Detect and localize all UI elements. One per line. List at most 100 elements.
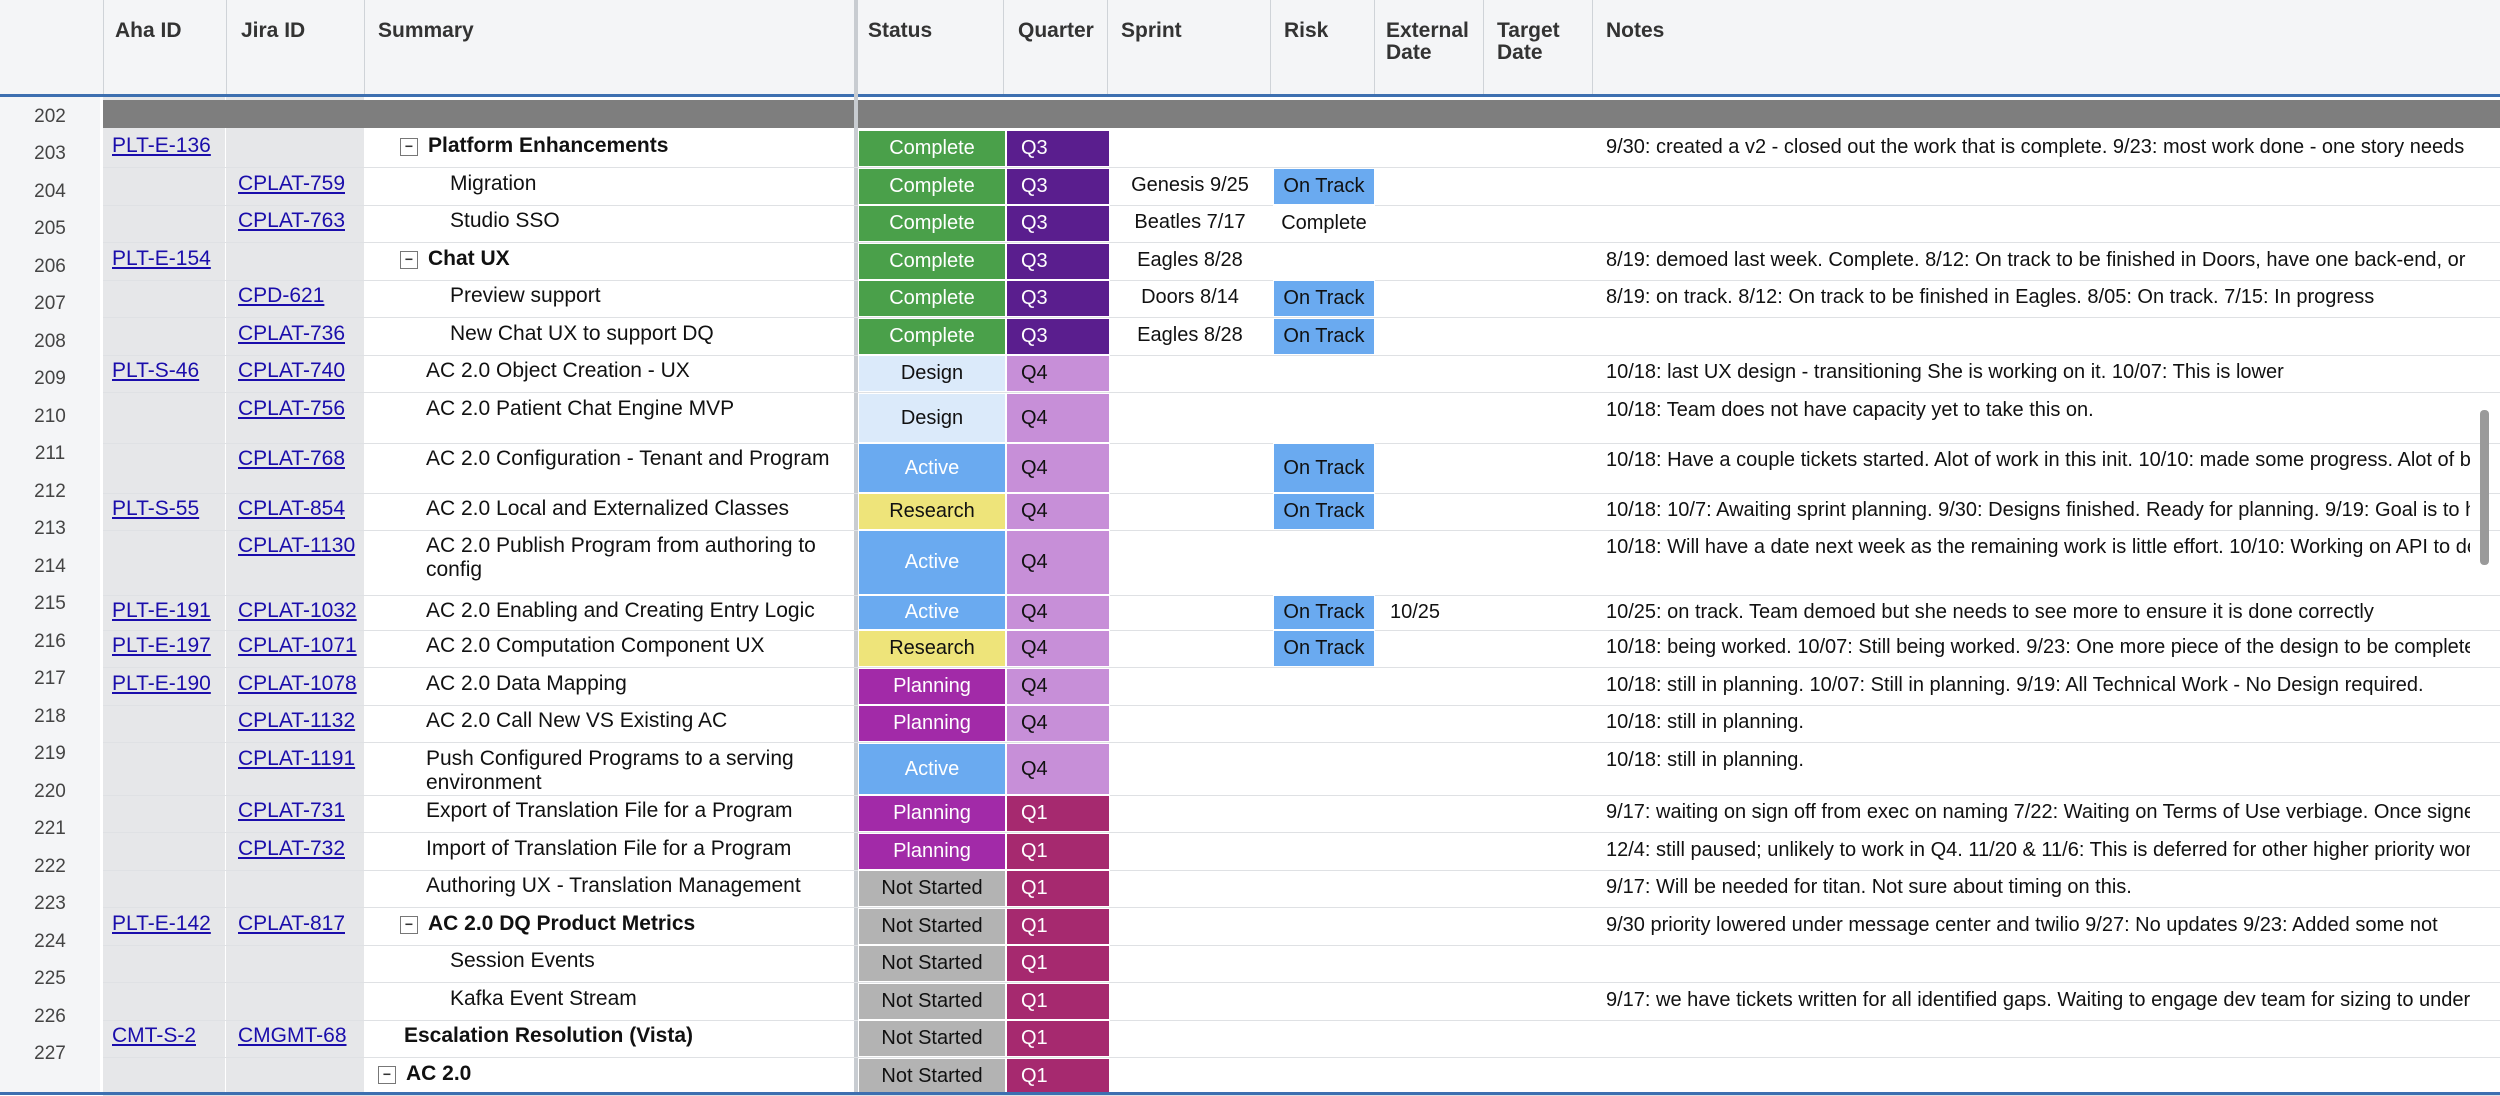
summary-cell[interactable]: Escalation Resolution (Vista) <box>404 1024 840 1057</box>
status-cell[interactable]: Planning <box>858 795 1006 832</box>
quarter-cell[interactable]: Q3 <box>1006 243 1110 280</box>
notes-cell[interactable]: 10/25: on track. Team demoed but she nee… <box>1606 601 2374 623</box>
col-header-jira-id[interactable]: Jira ID <box>241 19 306 42</box>
status-cell[interactable]: Complete <box>858 243 1006 280</box>
summary-cell[interactable]: Authoring UX - Translation Management <box>426 874 840 907</box>
row-number[interactable]: 218 <box>34 706 66 727</box>
quarter-cell[interactable]: Q3 <box>1006 318 1110 355</box>
status-cell[interactable]: Design <box>858 393 1006 443</box>
row-number[interactable]: 214 <box>34 556 66 577</box>
summary-cell[interactable]: AC 2.0 Data Mapping <box>426 672 840 705</box>
sprint-cell[interactable]: Genesis 9/25 <box>1131 174 1249 196</box>
notes-cell[interactable]: 10/18: still in planning. 10/07: Still i… <box>1606 674 2424 696</box>
col-header-external-date[interactable]: External Date <box>1386 19 1469 64</box>
collapse-toggle-icon[interactable]: − <box>400 916 418 934</box>
quarter-cell[interactable]: Q1 <box>1006 870 1110 907</box>
aha-id-link[interactable]: PLT-E-154 <box>112 247 211 270</box>
jira-id-link[interactable]: CPLAT-763 <box>238 209 345 232</box>
status-cell[interactable]: Not Started <box>858 945 1006 982</box>
risk-cell[interactable]: On Track <box>1273 493 1375 530</box>
jira-id-link[interactable]: CPLAT-1071 <box>238 634 357 657</box>
summary-cell[interactable]: − Platform Enhancements <box>400 134 840 167</box>
summary-cell[interactable]: Push Configured Programs to a serving en… <box>426 747 840 795</box>
row-number[interactable]: 210 <box>34 406 66 427</box>
quarter-cell[interactable]: Q1 <box>1006 1058 1110 1095</box>
summary-cell[interactable]: − AC 2.0 DQ Product Metrics <box>400 912 840 945</box>
status-cell[interactable]: Planning <box>858 833 1006 870</box>
row-number[interactable]: 208 <box>34 331 66 352</box>
col-header-notes[interactable]: Notes <box>1606 19 1665 42</box>
jira-id-link[interactable]: CPLAT-768 <box>238 447 345 470</box>
aha-id-link[interactable]: PLT-E-142 <box>112 912 211 935</box>
summary-cell[interactable]: Migration <box>450 172 840 205</box>
row-number[interactable]: 221 <box>34 818 66 839</box>
quarter-cell[interactable]: Q4 <box>1006 493 1110 530</box>
summary-cell[interactable]: Kafka Event Stream <box>450 987 840 1020</box>
jira-id-link[interactable]: CPLAT-854 <box>238 497 345 520</box>
collapse-toggle-icon[interactable]: − <box>400 138 418 156</box>
notes-cell[interactable]: 10/18: Have a couple tickets started. Al… <box>1606 449 2470 471</box>
row-number[interactable]: 219 <box>34 743 66 764</box>
notes-cell[interactable]: 9/30 priority lowered under message cent… <box>1606 914 2438 936</box>
summary-cell[interactable]: − AC 2.0 <box>378 1062 840 1095</box>
jira-id-link[interactable]: CPLAT-1130 <box>238 534 356 557</box>
notes-cell[interactable]: 9/17: waiting on sign off from exec on n… <box>1606 801 2470 823</box>
quarter-cell[interactable]: Q1 <box>1006 945 1110 982</box>
status-cell[interactable]: Active <box>858 530 1006 595</box>
quarter-cell[interactable]: Q1 <box>1006 908 1110 945</box>
jira-id-link[interactable]: CPLAT-1032 <box>238 599 357 622</box>
sprint-cell[interactable]: Beatles 7/17 <box>1134 211 1246 233</box>
jira-id-link[interactable]: CPLAT-759 <box>238 172 345 195</box>
status-cell[interactable]: Complete <box>858 205 1006 242</box>
col-header-sprint[interactable]: Sprint <box>1121 19 1182 42</box>
row-number[interactable]: 226 <box>34 1006 66 1027</box>
row-number[interactable]: 216 <box>34 631 66 652</box>
quarter-cell[interactable]: Q1 <box>1006 983 1110 1020</box>
aha-id-link[interactable]: PLT-S-55 <box>112 497 200 520</box>
aha-id-link[interactable]: PLT-E-136 <box>112 134 211 157</box>
summary-cell[interactable]: Studio SSO <box>450 209 840 242</box>
col-header-summary[interactable]: Summary <box>378 19 474 42</box>
status-cell[interactable]: Complete <box>858 280 1006 317</box>
sprint-cell[interactable]: Doors 8/14 <box>1141 286 1239 308</box>
risk-cell[interactable]: On Track <box>1273 280 1375 317</box>
quarter-cell[interactable]: Q4 <box>1006 630 1110 667</box>
col-header-aha-id[interactable]: Aha ID <box>115 19 182 42</box>
jira-id-link[interactable]: CPLAT-731 <box>238 799 345 822</box>
row-number[interactable]: 223 <box>34 893 66 914</box>
risk-cell[interactable]: On Track <box>1273 630 1375 667</box>
row-number[interactable]: 207 <box>34 293 66 314</box>
external-date-cell[interactable]: 10/25 <box>1390 601 1441 623</box>
summary-cell[interactable]: AC 2.0 Call New VS Existing AC <box>426 709 840 742</box>
quarter-cell[interactable]: Q4 <box>1006 393 1110 443</box>
col-header-quarter[interactable]: Quarter <box>1018 19 1094 42</box>
quarter-cell[interactable]: Q4 <box>1006 443 1110 493</box>
row-number[interactable]: 217 <box>34 668 66 689</box>
notes-cell[interactable]: 8/19: on track. 8/12: On track to be fin… <box>1606 286 2375 308</box>
frozen-pane-divider[interactable] <box>854 0 858 1095</box>
notes-cell[interactable]: 10/18: being worked. 10/07: Still being … <box>1606 636 2470 658</box>
status-cell[interactable]: Planning <box>858 705 1006 742</box>
row-number[interactable]: 204 <box>34 181 66 202</box>
status-cell[interactable]: Not Started <box>858 1020 1006 1057</box>
jira-id-link[interactable]: CPLAT-1078 <box>238 672 357 695</box>
status-cell[interactable]: Complete <box>858 168 1006 205</box>
status-cell[interactable]: Not Started <box>858 1058 1006 1095</box>
sprint-cell[interactable]: Eagles 8/28 <box>1137 249 1243 271</box>
summary-cell[interactable]: Session Events <box>450 949 840 982</box>
aha-id-link[interactable]: PLT-S-46 <box>112 359 200 382</box>
status-cell[interactable]: Research <box>858 630 1006 667</box>
sprint-cell[interactable]: Eagles 8/28 <box>1137 324 1243 346</box>
status-cell[interactable]: Research <box>858 493 1006 530</box>
quarter-cell[interactable]: Q4 <box>1006 595 1110 630</box>
jira-id-link[interactable]: CPD-621 <box>238 284 325 307</box>
row-number[interactable]: 224 <box>34 931 66 952</box>
notes-cell[interactable]: 10/18: 10/7: Awaiting sprint planning. 9… <box>1606 499 2470 521</box>
jira-id-link[interactable]: CPLAT-1191 <box>238 747 356 770</box>
quarter-cell[interactable]: Q4 <box>1006 355 1110 392</box>
summary-cell[interactable]: Import of Translation File for a Program <box>426 837 840 870</box>
jira-id-link[interactable]: CMGMT-68 <box>238 1024 347 1047</box>
summary-cell[interactable]: AC 2.0 Configuration - Tenant and Progra… <box>426 447 840 493</box>
summary-cell[interactable]: Preview support <box>450 284 840 317</box>
status-cell[interactable]: Active <box>858 595 1006 630</box>
